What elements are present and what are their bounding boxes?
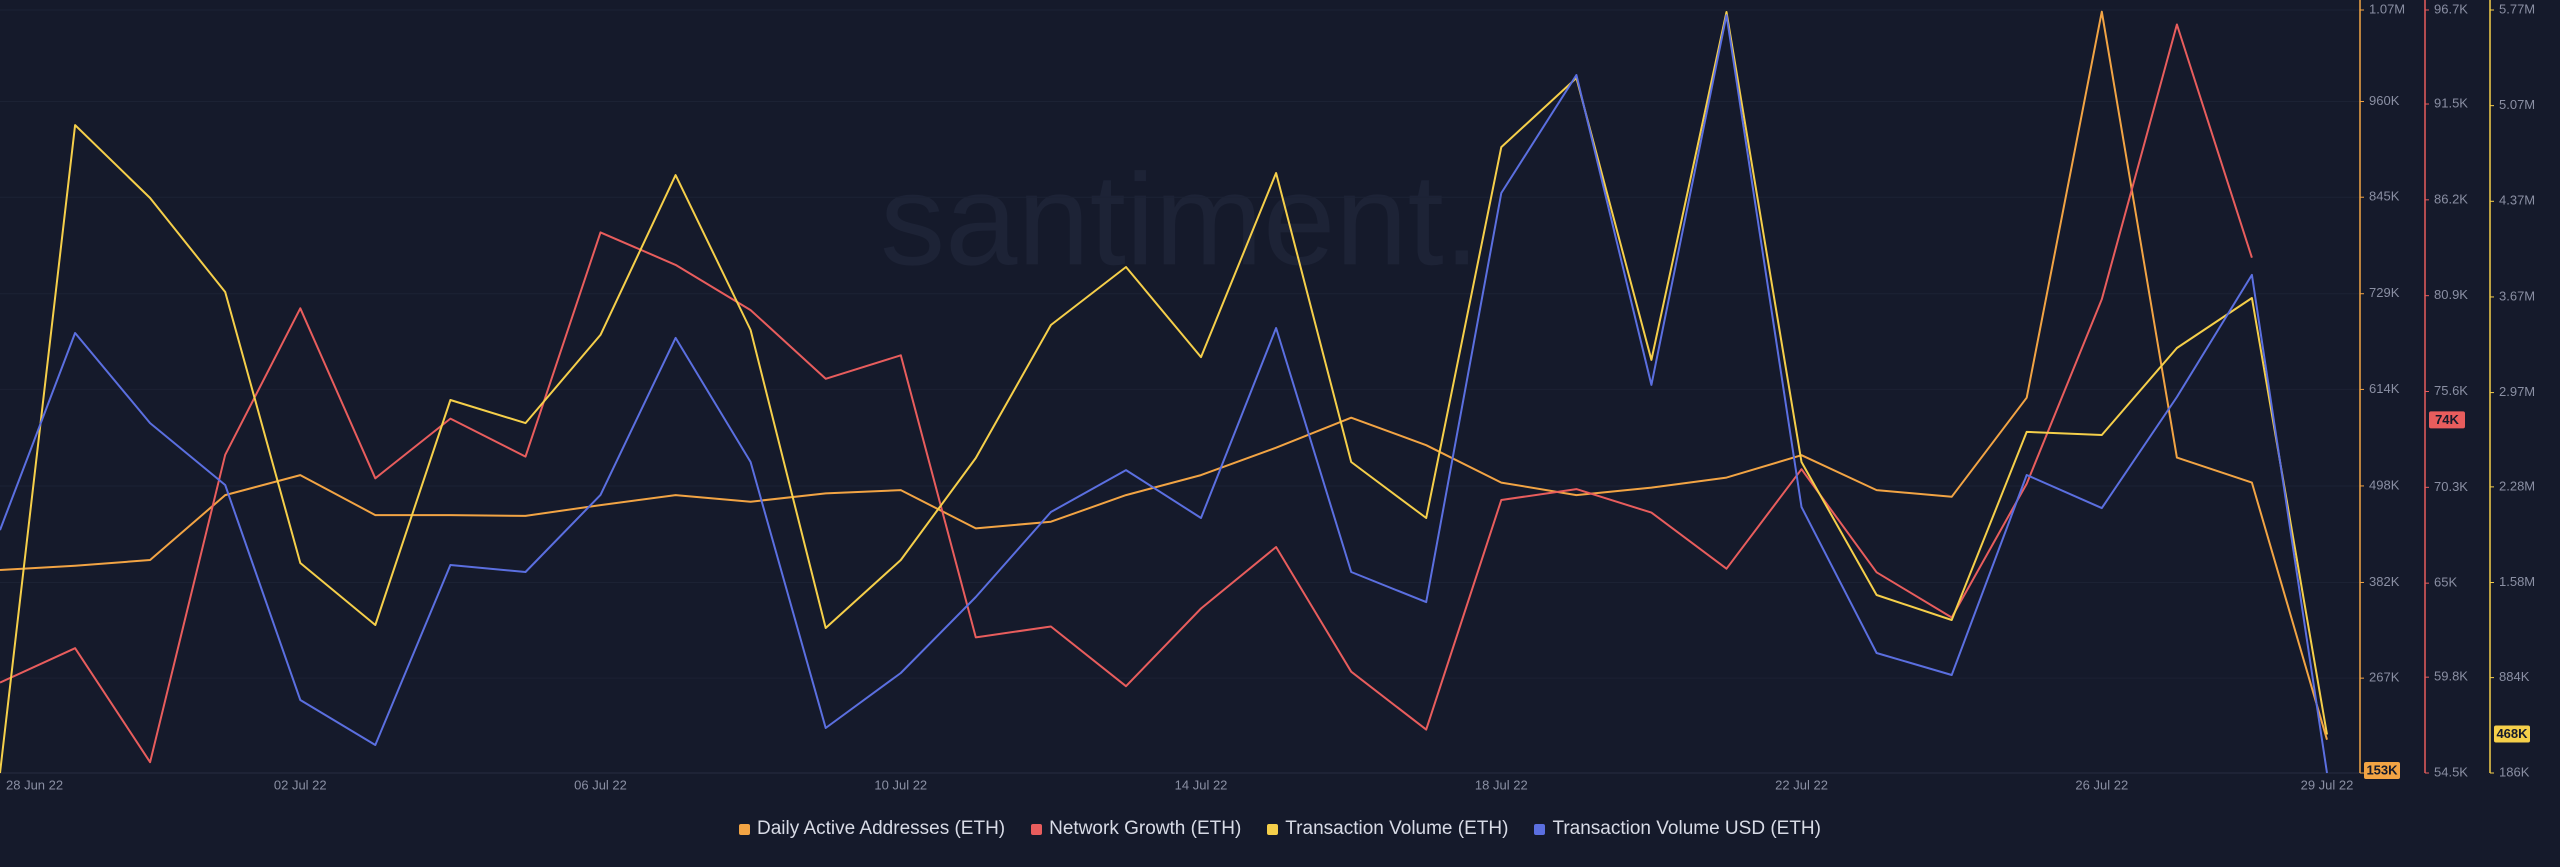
y-tick-label: 1.07M bbox=[2369, 1, 2405, 16]
y-tick-label: 91.5K bbox=[2434, 95, 2468, 110]
legend-item[interactable]: Daily Active Addresses (ETH) bbox=[739, 818, 1005, 840]
value-badge: 153K bbox=[2364, 762, 2400, 779]
value-badge: 74K bbox=[2429, 411, 2465, 429]
y-tick-label: 86.2K bbox=[2434, 191, 2468, 206]
badge-bg bbox=[2429, 411, 2465, 429]
x-tick-label: 06 Jul 22 bbox=[574, 777, 627, 792]
series-line bbox=[0, 14, 2328, 774]
y-tick-label: 4.37M bbox=[2499, 193, 2535, 208]
x-tick-label: 22 Jul 22 bbox=[1775, 777, 1828, 792]
x-tick-label: 02 Jul 22 bbox=[274, 777, 327, 792]
legend-item[interactable]: Transaction Volume USD (ETH) bbox=[1534, 818, 1821, 840]
y-tick-label: 382K bbox=[2369, 574, 2400, 589]
badge-bg bbox=[2364, 762, 2400, 779]
legend-swatch bbox=[739, 823, 750, 835]
y-tick-label: 845K bbox=[2369, 189, 2400, 204]
y-tick-label: 1.58M bbox=[2499, 574, 2535, 589]
series-line bbox=[0, 23, 2253, 764]
series-line bbox=[0, 10, 2328, 740]
legend-item[interactable]: Network Growth (ETH) bbox=[1031, 818, 1241, 840]
x-tick-label: 18 Jul 22 bbox=[1475, 777, 1528, 792]
badge-label: 74K bbox=[2435, 412, 2459, 427]
y-tick-label: 5.77M bbox=[2499, 1, 2535, 16]
y-tick-label: 884K bbox=[2499, 669, 2530, 684]
y-tick-label: 80.9K bbox=[2434, 287, 2468, 302]
legend-label: Transaction Volume USD (ETH) bbox=[1552, 818, 1821, 839]
y-tick-label: 2.97M bbox=[2499, 384, 2535, 399]
legend-swatch bbox=[1534, 823, 1546, 835]
y-tick-label: 5.07M bbox=[2499, 97, 2535, 112]
y-tick-label: 267K bbox=[2369, 670, 2400, 685]
y-tick-label: 3.67M bbox=[2499, 288, 2535, 303]
legend-swatch bbox=[1031, 823, 1043, 835]
legend-label: Transaction Volume (ETH) bbox=[1285, 818, 1509, 839]
y-tick-label: 186K bbox=[2499, 764, 2530, 779]
x-tick-label: 28 Jun 22 bbox=[6, 777, 63, 792]
y-tick-label: 75.6K bbox=[2434, 383, 2468, 398]
badge-label: 468K bbox=[2496, 726, 2528, 741]
x-tick-label: 10 Jul 22 bbox=[874, 777, 927, 792]
y-tick-label: 96.7K bbox=[2434, 1, 2468, 16]
y-tick-label: 960K bbox=[2369, 93, 2400, 108]
x-tick-label: 26 Jul 22 bbox=[2075, 777, 2128, 792]
chart: santiment. 153K 267K 382K 498K 614K 729K 845K 9… bbox=[0, 0, 2535, 792]
y-tick-label: 65K bbox=[2434, 575, 2457, 590]
legend-item[interactable]: Transaction Volume (ETH) bbox=[1267, 818, 1508, 840]
legend-swatch bbox=[1267, 823, 1279, 835]
x-tick-label: 14 Jul 22 bbox=[1175, 777, 1228, 792]
series-line bbox=[0, 11, 2328, 774]
legend-label: Daily Active Addresses (ETH) bbox=[757, 818, 1006, 839]
y-tick-label: 54.5K bbox=[2434, 764, 2468, 779]
y-tick-label: 59.8K bbox=[2434, 669, 2468, 684]
badge-label: 153K bbox=[2366, 762, 2398, 777]
value-badge: 468K bbox=[2494, 725, 2530, 743]
watermark: santiment. bbox=[880, 146, 1480, 292]
y-tick-label: 70.3K bbox=[2434, 479, 2468, 494]
legend: Daily Active Addresses (ETH) Network Grow… bbox=[0, 818, 2560, 840]
legend-label: Network Growth (ETH) bbox=[1049, 818, 1242, 839]
y-tick-label: 614K bbox=[2369, 381, 2400, 396]
y-tick-label: 2.28M bbox=[2499, 478, 2535, 493]
badge-bg bbox=[2494, 725, 2530, 743]
y-tick-label: 498K bbox=[2369, 477, 2400, 492]
y-tick-label: 729K bbox=[2369, 285, 2400, 300]
x-tick-label: 29 Jul 22 bbox=[2301, 777, 2354, 792]
